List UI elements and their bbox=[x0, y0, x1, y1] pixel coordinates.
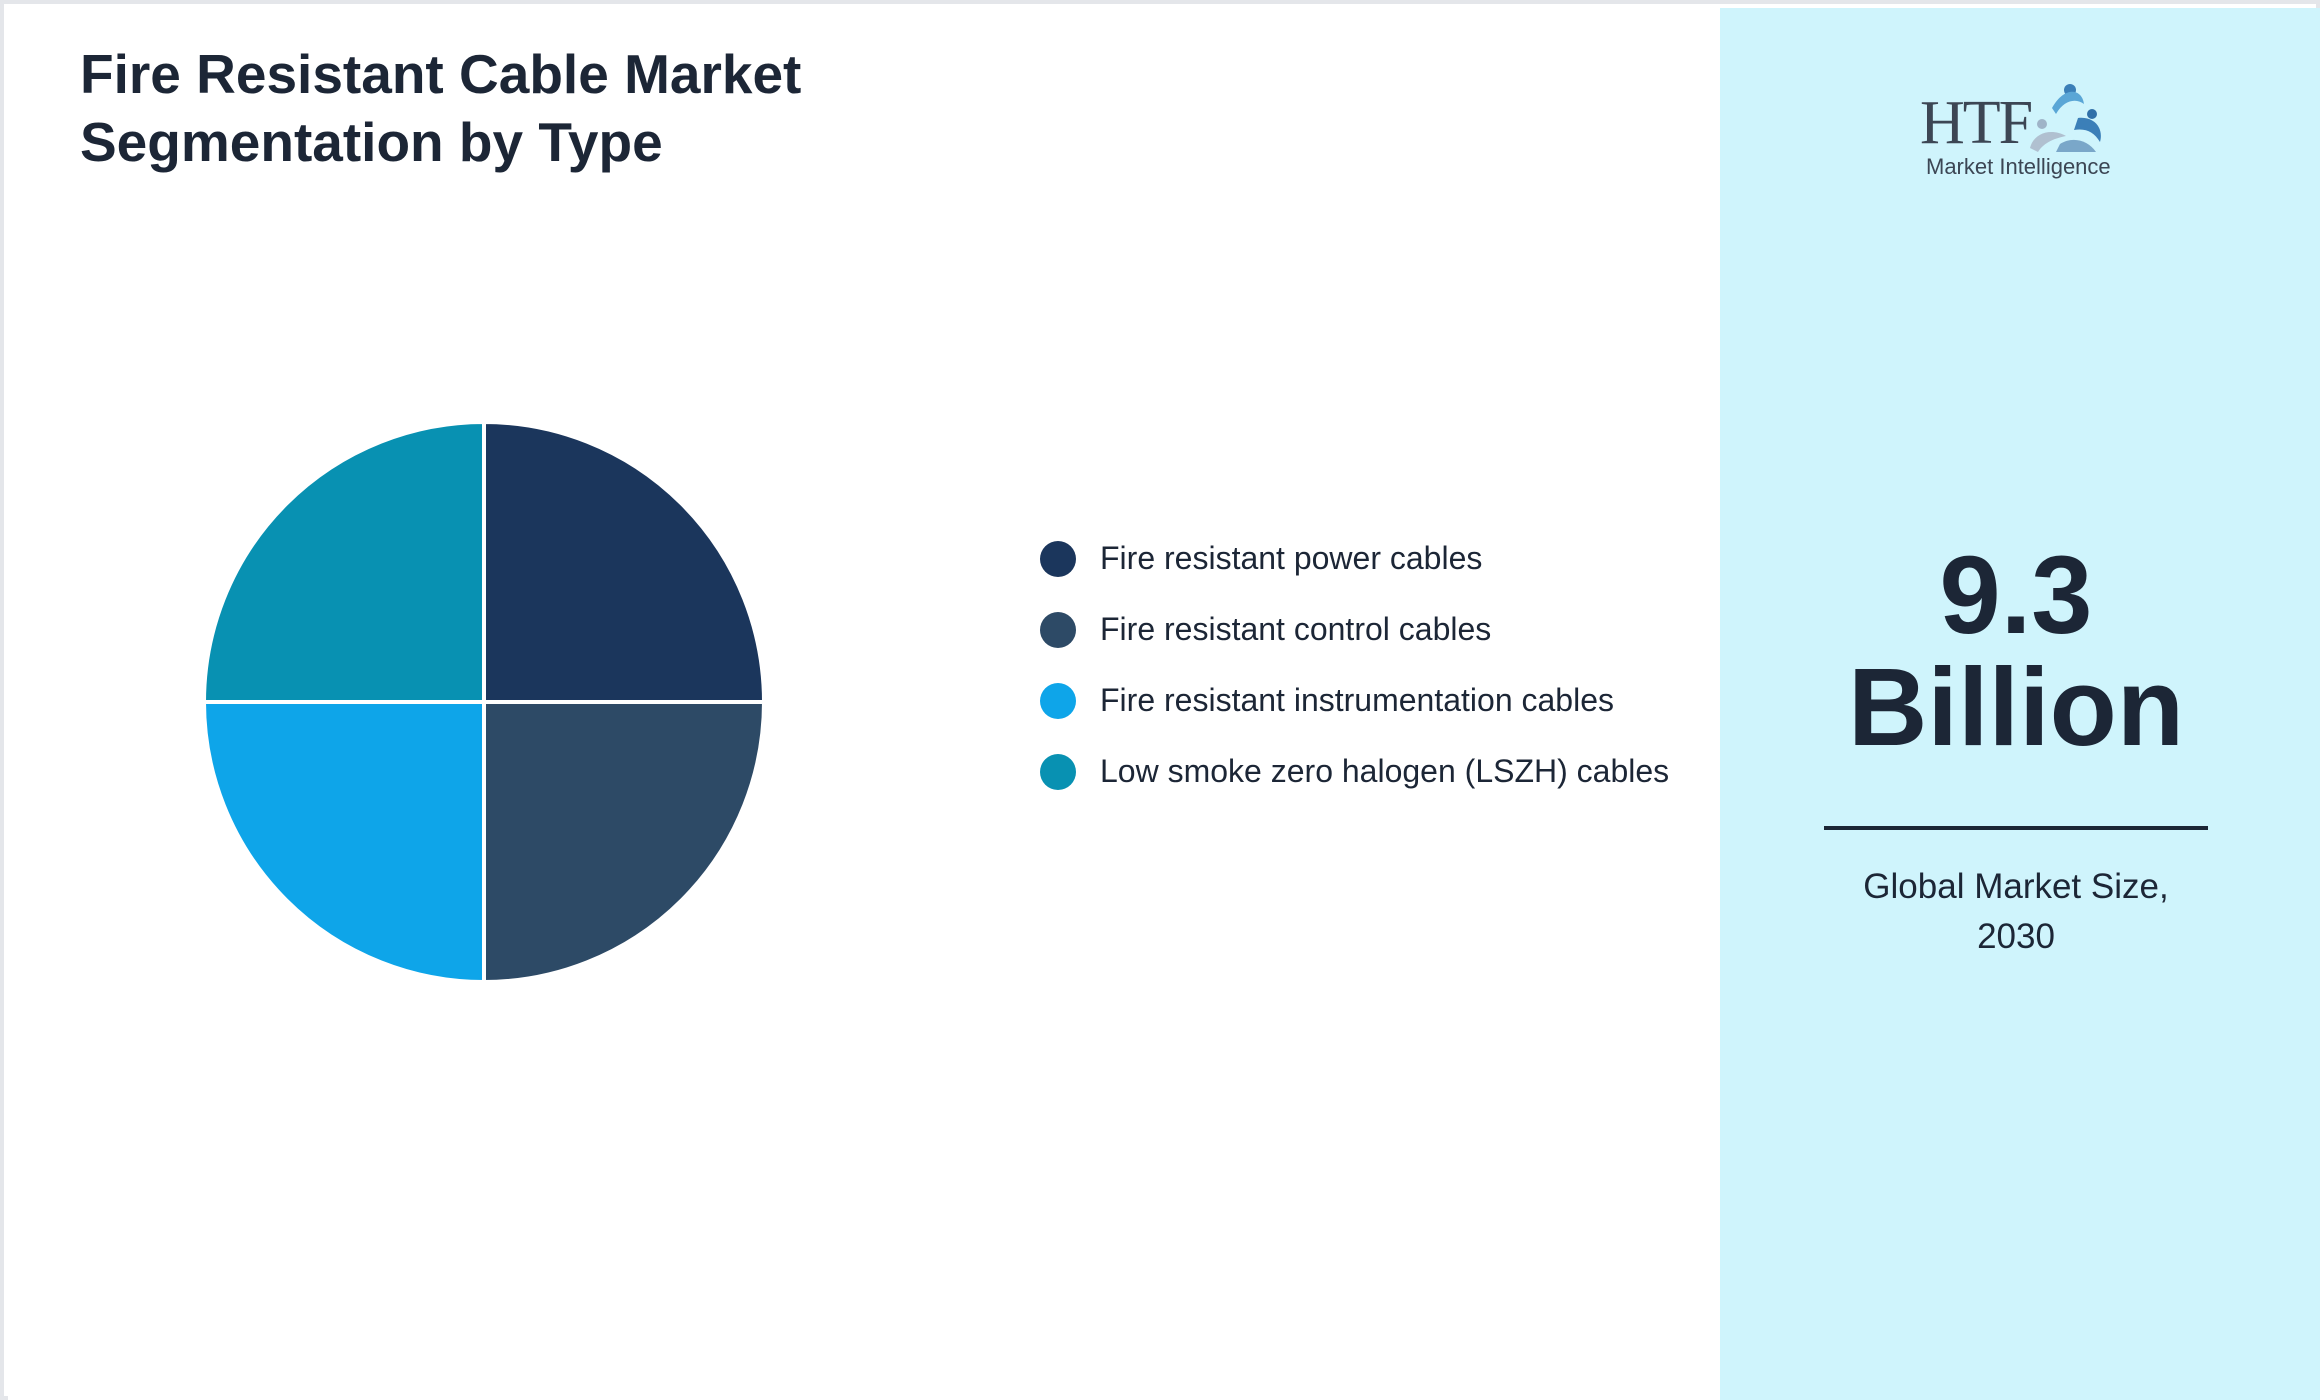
legend-item-4: Low smoke zero halogen (LSZH) cables bbox=[1040, 753, 1680, 790]
legend-label-1: Fire resistant power cables bbox=[1100, 540, 1483, 576]
pie-chart bbox=[201, 419, 767, 985]
caption-line-2: 2030 bbox=[1977, 917, 2055, 956]
pie-slice-1 bbox=[482, 419, 767, 704]
legend-item-1: Fire resistant power cables bbox=[1040, 540, 1680, 577]
chart-title-line-1: Fire Resistant Cable Market bbox=[80, 43, 802, 105]
logo-tagline: Market Intelligence bbox=[1926, 154, 2111, 179]
pie-slice-2 bbox=[482, 700, 767, 985]
chart-title-line-2: Segmentation by Type bbox=[80, 111, 663, 173]
legend-label-3: Fire resistant instrumentation cables bbox=[1100, 682, 1614, 718]
legend-swatch-2 bbox=[1040, 611, 1076, 648]
htf-logo: HTF Market Intelligence bbox=[1920, 78, 2111, 188]
legend-label-4: Low smoke zero halogen (LSZH) cables bbox=[1100, 753, 1670, 789]
market-size-caption: Global Market Size, 2030 bbox=[1716, 862, 2316, 962]
legend-swatch-4 bbox=[1040, 753, 1076, 790]
summary-panel bbox=[1720, 8, 2320, 1400]
market-size-number: 9.3 bbox=[1939, 534, 2093, 657]
chart-title: Fire Resistant Cable Market Segmentation… bbox=[80, 40, 980, 176]
legend-swatch-1 bbox=[1040, 540, 1076, 577]
summary-divider bbox=[1824, 826, 2208, 830]
market-size-value: 9.3 Billion bbox=[1716, 540, 2316, 764]
legend-item-2: Fire resistant control cables bbox=[1040, 611, 1680, 648]
legend-item-3: Fire resistant instrumentation cables bbox=[1040, 682, 1680, 719]
legend-label-2: Fire resistant control cables bbox=[1100, 611, 1492, 647]
htf-figures-logo-icon bbox=[2030, 84, 2101, 152]
pie-slice-3 bbox=[201, 700, 486, 985]
legend-swatch-3 bbox=[1040, 682, 1076, 719]
caption-line-1: Global Market Size, bbox=[1863, 867, 2169, 906]
pie-slice-4 bbox=[201, 419, 486, 704]
chart-legend: Fire resistant power cables Fire resistan… bbox=[1040, 540, 1680, 824]
market-size-unit: Billion bbox=[1847, 646, 2185, 769]
logo-mark-text: HTF bbox=[1920, 89, 2033, 157]
